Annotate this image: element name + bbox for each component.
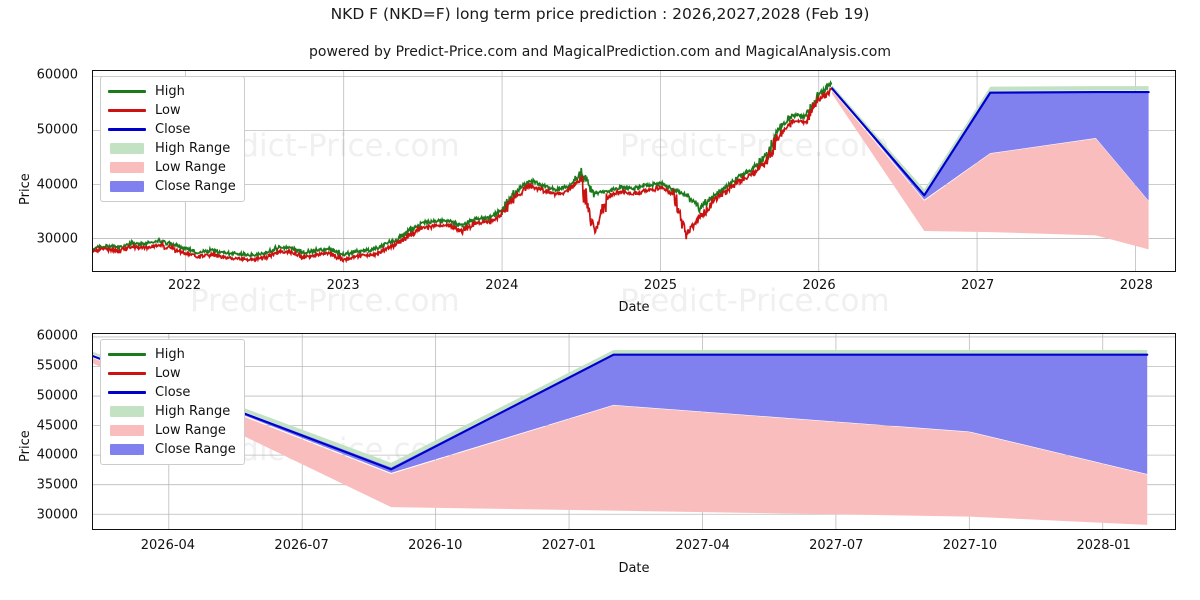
legend-item-low-range: Low Range bbox=[108, 421, 236, 440]
legend-item-label: Close bbox=[155, 383, 190, 402]
y-tick-label: 50000 bbox=[4, 123, 78, 138]
legend-item-label: High bbox=[155, 345, 185, 364]
overview-legend: HighLowCloseHigh RangeLow RangeClose Ran… bbox=[100, 76, 245, 202]
x-tick-label: 2027 bbox=[961, 278, 994, 293]
legend-item-high: High bbox=[108, 345, 236, 364]
legend-item-low: Low bbox=[108, 364, 236, 383]
legend-patch-swatch-icon bbox=[108, 143, 146, 155]
x-tick-label: 2028 bbox=[1120, 278, 1153, 293]
y-tick-label: 30000 bbox=[4, 508, 78, 523]
y-tick-label: 40000 bbox=[4, 448, 78, 463]
x-tick-label: 2026 bbox=[803, 278, 836, 293]
x-tick-label: 2026-10 bbox=[408, 538, 462, 553]
legend-patch-swatch-icon bbox=[108, 406, 146, 418]
legend-patch-swatch-icon bbox=[108, 181, 146, 193]
y-tick-label: 55000 bbox=[4, 358, 78, 373]
legend-item-label: Low bbox=[155, 364, 181, 383]
x-tick-label: 2025 bbox=[644, 278, 677, 293]
legend-line-swatch-icon bbox=[108, 387, 146, 399]
overview-plot-svg bbox=[93, 71, 1175, 271]
legend-line-swatch-icon bbox=[108, 349, 146, 361]
legend-item-label: High Range bbox=[155, 139, 230, 158]
legend-item-close-range: Close Range bbox=[108, 177, 236, 196]
chart-page: NKD F (NKD=F) long term price prediction… bbox=[0, 0, 1200, 600]
forecast-x-axis-label: Date bbox=[92, 561, 1176, 576]
x-tick-label: 2023 bbox=[327, 278, 360, 293]
x-tick-label: 2027-04 bbox=[675, 538, 729, 553]
legend-line-swatch-icon bbox=[108, 86, 146, 98]
x-tick-label: 2024 bbox=[485, 278, 518, 293]
legend-item-low: Low bbox=[108, 101, 236, 120]
overview-chart-panel bbox=[92, 70, 1176, 272]
legend-patch-swatch-icon bbox=[108, 162, 146, 174]
x-tick-label: 2026-04 bbox=[141, 538, 195, 553]
legend-line-swatch-icon bbox=[108, 105, 146, 117]
legend-item-high-range: High Range bbox=[108, 402, 236, 421]
legend-item-close: Close bbox=[108, 120, 236, 139]
forecast-plot-svg bbox=[93, 334, 1175, 529]
y-tick-label: 50000 bbox=[4, 388, 78, 403]
page-title: NKD F (NKD=F) long term price prediction… bbox=[0, 5, 1200, 23]
legend-item-label: Close Range bbox=[155, 177, 236, 196]
legend-item-label: Low Range bbox=[155, 158, 226, 177]
legend-item-high-range: High Range bbox=[108, 139, 236, 158]
x-tick-label: 2022 bbox=[168, 278, 201, 293]
y-tick-label: 30000 bbox=[4, 232, 78, 247]
legend-item-high: High bbox=[108, 82, 236, 101]
y-tick-label: 60000 bbox=[4, 68, 78, 83]
legend-item-label: Close Range bbox=[155, 440, 236, 459]
legend-item-label: High bbox=[155, 82, 185, 101]
forecast-legend: HighLowCloseHigh RangeLow RangeClose Ran… bbox=[100, 339, 245, 465]
x-tick-label: 2027-10 bbox=[943, 538, 997, 553]
legend-item-close: Close bbox=[108, 383, 236, 402]
legend-item-label: Low bbox=[155, 101, 181, 120]
x-tick-label: 2027-07 bbox=[809, 538, 863, 553]
legend-item-label: High Range bbox=[155, 402, 230, 421]
x-tick-label: 2027-01 bbox=[542, 538, 596, 553]
x-tick-label: 2028-01 bbox=[1076, 538, 1130, 553]
legend-item-label: Close bbox=[155, 120, 190, 139]
overview-x-axis-label: Date bbox=[92, 300, 1176, 315]
forecast-chart-panel bbox=[92, 333, 1176, 530]
legend-item-low-range: Low Range bbox=[108, 158, 236, 177]
legend-line-swatch-icon bbox=[108, 368, 146, 380]
legend-patch-swatch-icon bbox=[108, 444, 146, 456]
page-subtitle: powered by Predict-Price.com and Magical… bbox=[0, 44, 1200, 60]
y-tick-label: 40000 bbox=[4, 177, 78, 192]
y-tick-label: 35000 bbox=[4, 478, 78, 493]
legend-line-swatch-icon bbox=[108, 124, 146, 136]
forecast-plot-area bbox=[93, 334, 1175, 529]
legend-item-close-range: Close Range bbox=[108, 440, 236, 459]
legend-patch-swatch-icon bbox=[108, 425, 146, 437]
x-tick-label: 2026-07 bbox=[274, 538, 328, 553]
legend-item-label: Low Range bbox=[155, 421, 226, 440]
y-tick-label: 60000 bbox=[4, 328, 78, 343]
overview-plot-area bbox=[93, 71, 1175, 271]
y-tick-label: 45000 bbox=[4, 418, 78, 433]
